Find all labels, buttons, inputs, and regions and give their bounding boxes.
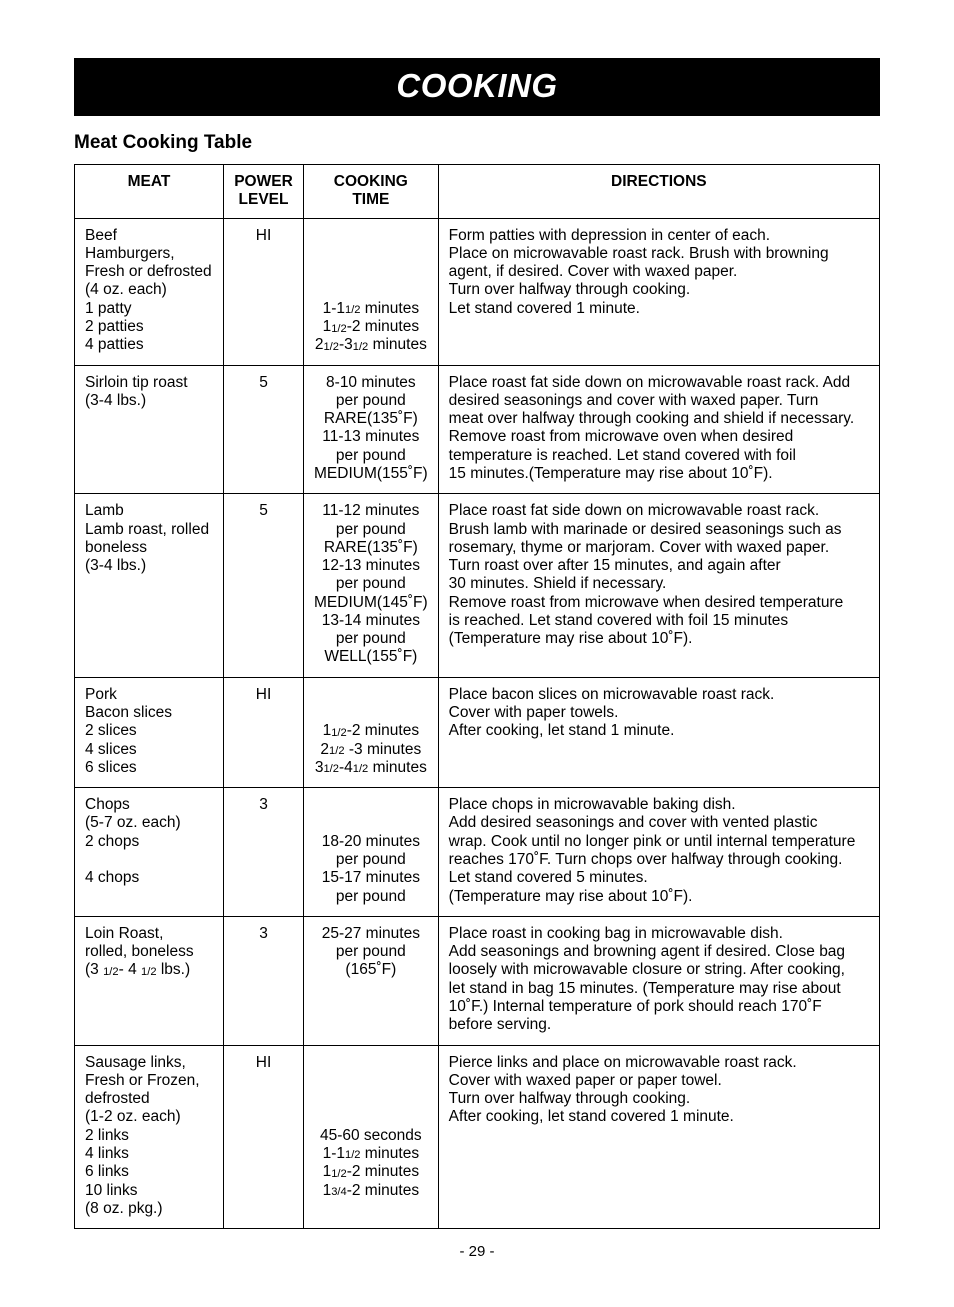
cell-time: 25-27 minutesper pound(165˚F): [304, 916, 439, 1045]
cell-meat: LambLamb roast, rolledboneless(3-4 lbs.): [75, 494, 224, 678]
cell-time: 11/2-2 minutes21/2 -3 minutes31/2-41/2 m…: [304, 677, 439, 787]
table-row: Loin Roast,rolled, boneless(3 1/2- 4 1/2…: [75, 916, 880, 1045]
cell-power: HI: [224, 677, 304, 787]
page-number: - 29 -: [74, 1243, 880, 1260]
cell-power: HI: [224, 1045, 304, 1229]
table-body: BeefHamburgers,Fresh or defrosted(4 oz. …: [75, 218, 880, 1229]
table-header-row: MEAT POWER LEVEL COOKING TIME DIRECTIONS: [75, 165, 880, 219]
cell-directions: Place chops in microwavable baking dish.…: [438, 788, 879, 917]
cell-power: HI: [224, 218, 304, 365]
col-header-directions: DIRECTIONS: [438, 165, 879, 219]
cell-power: 5: [224, 365, 304, 494]
col-header-meat: MEAT: [75, 165, 224, 219]
table-row: LambLamb roast, rolledboneless(3-4 lbs.)…: [75, 494, 880, 678]
cell-meat: BeefHamburgers,Fresh or defrosted(4 oz. …: [75, 218, 224, 365]
cell-power: 5: [224, 494, 304, 678]
cell-directions: Place bacon slices on microwavable roast…: [438, 677, 879, 787]
cell-directions: Place roast fat side down on microwavabl…: [438, 365, 879, 494]
cell-meat: Sirloin tip roast(3-4 lbs.): [75, 365, 224, 494]
meat-cooking-table: MEAT POWER LEVEL COOKING TIME DIRECTIONS…: [74, 164, 880, 1229]
table-title: Meat Cooking Table: [74, 132, 880, 154]
cell-time: 1-11/2 minutes11/2-2 minutes21/2-31/2 mi…: [304, 218, 439, 365]
table-row: Sirloin tip roast(3-4 lbs.)58-10 minutes…: [75, 365, 880, 494]
cell-directions: Form patties with depression in center o…: [438, 218, 879, 365]
cell-directions: Place roast fat side down on microwavabl…: [438, 494, 879, 678]
cell-meat: PorkBacon slices2 slices4 slices6 slices: [75, 677, 224, 787]
cell-meat: Chops(5-7 oz. each)2 chops 4 chops: [75, 788, 224, 917]
cell-time: 45-60 seconds1-11/2 minutes11/2-2 minute…: [304, 1045, 439, 1229]
cell-power: 3: [224, 916, 304, 1045]
cell-time: 8-10 minutesper poundRARE(135˚F)11-13 mi…: [304, 365, 439, 494]
table-row: Chops(5-7 oz. each)2 chops 4 chops3 18-2…: [75, 788, 880, 917]
page: COOKING Meat Cooking Table MEAT POWER LE…: [0, 0, 954, 1290]
cell-power: 3: [224, 788, 304, 917]
cell-meat: Sausage links,Fresh or Frozen,defrosted(…: [75, 1045, 224, 1229]
section-banner: COOKING: [74, 58, 880, 116]
cell-directions: Pierce links and place on microwavable r…: [438, 1045, 879, 1229]
cell-directions: Place roast in cooking bag in microwavab…: [438, 916, 879, 1045]
cell-time: 18-20 minutesper pound15-17 minutesper p…: [304, 788, 439, 917]
cell-meat: Loin Roast,rolled, boneless(3 1/2- 4 1/2…: [75, 916, 224, 1045]
col-header-time: COOKING TIME: [304, 165, 439, 219]
table-row: PorkBacon slices2 slices4 slices6 slices…: [75, 677, 880, 787]
table-row: BeefHamburgers,Fresh or defrosted(4 oz. …: [75, 218, 880, 365]
col-header-power: POWER LEVEL: [224, 165, 304, 219]
table-row: Sausage links,Fresh or Frozen,defrosted(…: [75, 1045, 880, 1229]
cell-time: 11-12 minutesper poundRARE(135˚F)12-13 m…: [304, 494, 439, 678]
